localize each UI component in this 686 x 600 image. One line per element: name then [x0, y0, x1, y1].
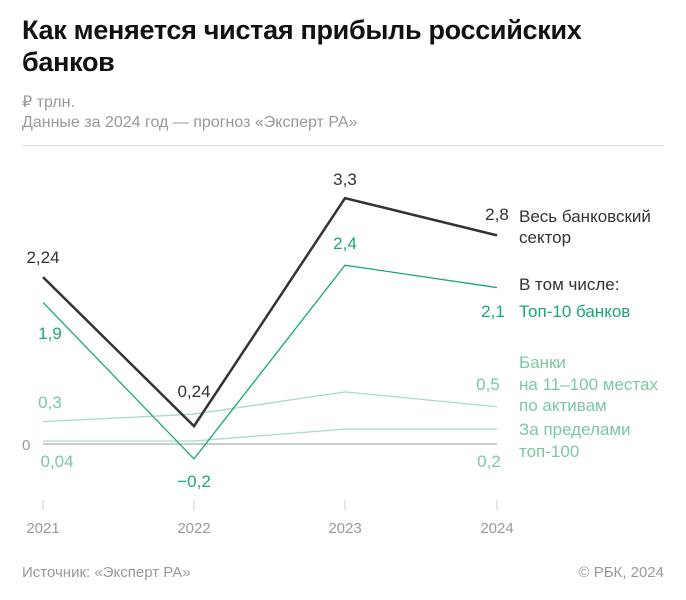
- legend-label: по активам: [519, 396, 607, 415]
- copyright: © РБК, 2024: [578, 564, 664, 581]
- data-label: 2,1: [481, 302, 505, 321]
- legend-label: Топ-10 банков: [519, 302, 630, 321]
- series-line-3: [43, 428, 497, 442]
- note: Данные за 2024 год — прогноз «Эксперт РА…: [22, 114, 358, 131]
- series-line-1: [42, 264, 498, 460]
- data-label: 3,3: [333, 170, 357, 189]
- x-tick-label: 2023: [328, 520, 361, 537]
- x-tick-label: 2024: [480, 520, 513, 537]
- zero-label: 0: [22, 437, 30, 454]
- data-label: 1,9: [38, 324, 62, 343]
- data-label: 2,4: [333, 234, 357, 253]
- x-tick-label: 2021: [26, 520, 59, 537]
- source: Источник: «Эксперт РА»: [22, 564, 191, 581]
- data-label: −0,2: [177, 472, 211, 491]
- data-label: 2,24: [26, 248, 59, 267]
- legend-label: Банки: [519, 353, 566, 372]
- data-label: 0,24: [177, 382, 210, 401]
- chart-title: Как меняется чистая прибыль российских б…: [22, 15, 582, 77]
- series-line-2: [42, 391, 498, 423]
- x-tick-label: 2022: [177, 520, 210, 537]
- data-label: 0,3: [38, 393, 62, 412]
- divider: [22, 145, 664, 146]
- legend-label: на 11–100 местах: [519, 375, 658, 394]
- unit-label: ₽ трлн.: [22, 94, 75, 111]
- legend-label: В том числе:: [519, 275, 619, 294]
- legend-label: топ-100: [519, 442, 579, 461]
- data-label: 0,5: [476, 375, 500, 394]
- legend-label: сектор: [519, 228, 571, 247]
- data-label: 2,8: [485, 205, 509, 224]
- legend-label: Весь банковский: [519, 207, 651, 226]
- legend-label: За пределами: [519, 420, 631, 439]
- data-label: 0,2: [477, 452, 501, 471]
- series-line-0: [42, 196, 498, 429]
- data-label: 0,04: [40, 452, 73, 471]
